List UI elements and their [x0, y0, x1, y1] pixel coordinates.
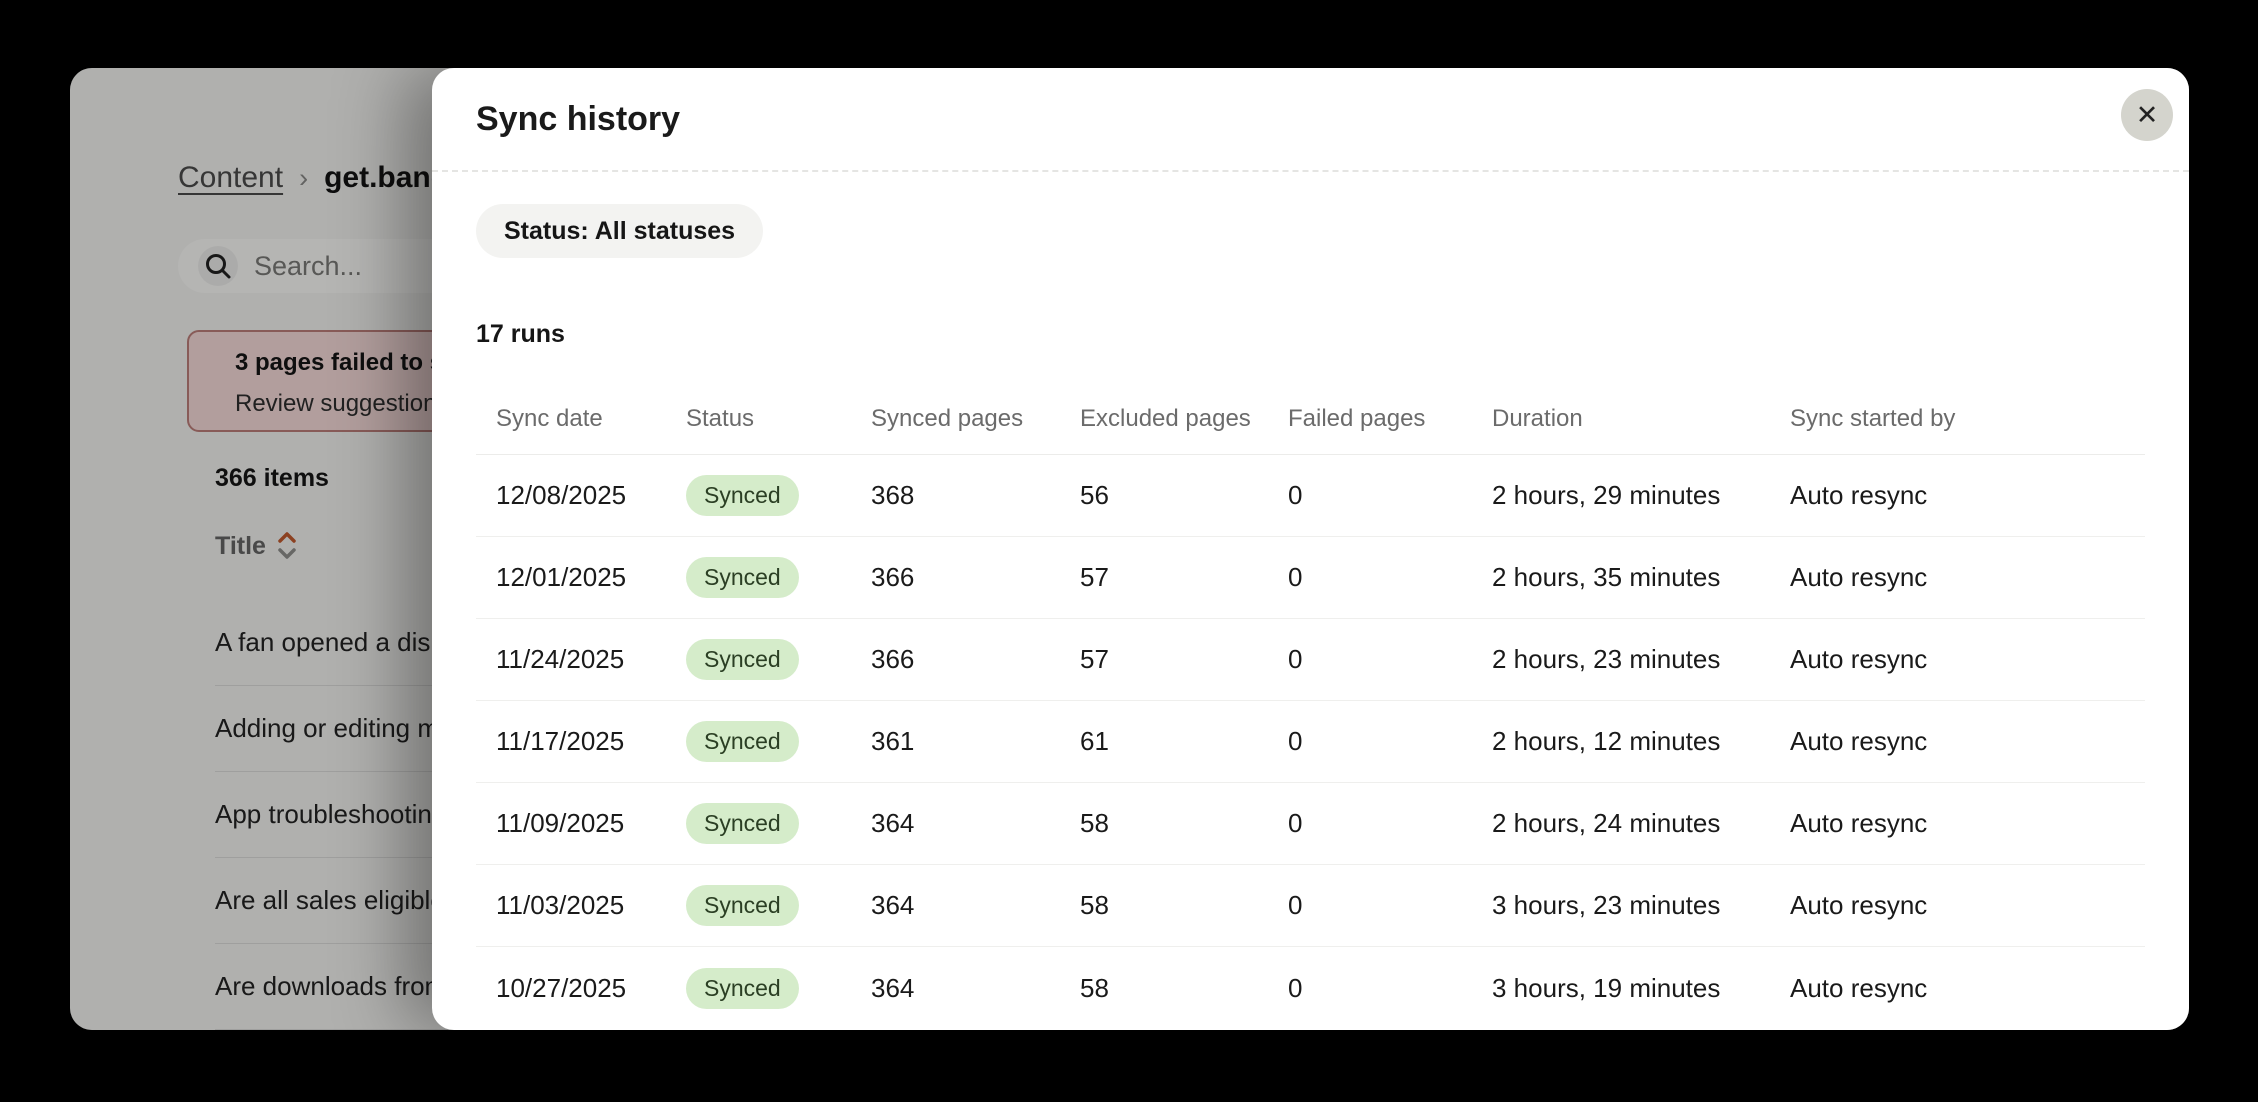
table-row: 11/17/2025 Synced 361 61 0 2 hours, 12 m… [476, 701, 2145, 783]
excluded-pages: 57 [1080, 644, 1109, 674]
duration: 3 hours, 23 minutes [1492, 890, 1721, 920]
breadcrumb-chevron-icon: › [299, 162, 309, 193]
synced-pages: 361 [871, 726, 915, 756]
status-badge: Synced [686, 721, 799, 762]
column-header: Excluded pages [1080, 405, 1251, 432]
failed-pages: 0 [1288, 726, 1303, 756]
excluded-pages: 58 [1080, 972, 1109, 1003]
sync-date: 12/08/2025 [496, 480, 627, 510]
synced-pages: 364 [871, 808, 915, 838]
failed-pages: 0 [1288, 890, 1303, 920]
table-row: 11/24/2025 Synced 366 57 0 2 hours, 23 m… [476, 619, 2145, 701]
table-row: 11/09/2025 Synced 364 58 0 2 hours, 24 m… [476, 783, 2145, 865]
sync-started-by: Auto resync [1790, 726, 1928, 756]
column-header: Duration [1492, 405, 1583, 432]
duration: 2 hours, 29 minutes [1492, 480, 1721, 510]
column-header: Sync date [496, 405, 603, 432]
breadcrumb-content-link[interactable]: Content [178, 161, 284, 194]
excluded-pages: 56 [1080, 480, 1109, 510]
title-column-label: Title [215, 531, 266, 560]
items-count: 366 items [215, 464, 329, 492]
synced-pages: 368 [871, 480, 915, 510]
failed-pages: 0 [1288, 808, 1303, 838]
excluded-pages: 58 [1080, 890, 1109, 920]
column-header: Status [686, 405, 755, 432]
sync-date: 11/09/2025 [496, 808, 625, 838]
modal-title: Sync history [476, 99, 681, 138]
table-header-row: Sync date Status Synced pages Excluded p… [476, 384, 2145, 455]
sync-started-by: Auto resync [1790, 562, 1928, 592]
sync-history-table: Sync date Status Synced pages Excluded p… [476, 384, 2145, 1029]
sync-started-by: Auto resync [1790, 644, 1928, 674]
sync-started-by: Auto resync [1790, 890, 1928, 920]
status-badge: Synced [686, 967, 799, 1009]
breadcrumb: Content › get.banc [178, 156, 447, 200]
column-header: Sync started by [1790, 405, 1956, 432]
table-row: 10/27/2025 Synced 364 58 0 3 hours, 19 m… [476, 947, 2145, 1029]
status-badge: Synced [686, 557, 799, 598]
failed-pages: 0 [1288, 644, 1303, 674]
sync-started-by: Auto resync [1790, 480, 1928, 510]
sync-date: 11/17/2025 [496, 726, 625, 756]
duration: 2 hours, 12 minutes [1492, 726, 1721, 756]
status-badge: Synced [686, 475, 799, 516]
failed-pages: 0 [1288, 562, 1303, 592]
sync-date: 12/01/2025 [496, 562, 627, 592]
sync-date: 10/27/2025 [496, 972, 627, 1003]
breadcrumb-current-page: get.banc [324, 161, 448, 194]
duration: 2 hours, 23 minutes [1492, 644, 1721, 674]
table-row: 12/08/2025 Synced 368 56 0 2 hours, 29 m… [476, 455, 2145, 537]
status-filter-chip[interactable]: Status: All statuses [476, 204, 764, 258]
close-icon: ✕ [2135, 99, 2159, 130]
status-badge: Synced [686, 803, 799, 844]
synced-pages: 364 [871, 890, 915, 920]
excluded-pages: 61 [1080, 726, 1109, 756]
runs-count: 17 runs [476, 320, 565, 348]
sync-date: 11/03/2025 [496, 890, 625, 920]
duration: 2 hours, 35 minutes [1492, 562, 1721, 592]
failed-pages: 0 [1288, 972, 1303, 1003]
synced-pages: 364 [871, 972, 915, 1003]
duration: 2 hours, 24 minutes [1492, 808, 1721, 838]
column-header: Failed pages [1288, 405, 1426, 432]
excluded-pages: 57 [1080, 562, 1109, 592]
search-icon [198, 246, 238, 286]
excluded-pages: 58 [1080, 808, 1109, 838]
sync-started-by: Auto resync [1790, 808, 1928, 838]
status-badge: Synced [686, 639, 799, 680]
sort-by-title-header[interactable]: Title [215, 530, 298, 562]
column-header: Synced pages [871, 405, 1024, 432]
sync-history-modal: Sync history ✕ Status: All statuses 17 r… [432, 68, 2189, 1030]
modal-header: Sync history ✕ [432, 68, 2189, 172]
sync-date: 11/24/2025 [496, 644, 625, 674]
synced-pages: 366 [871, 644, 915, 674]
failed-pages: 0 [1288, 480, 1303, 510]
close-button[interactable]: ✕ [2121, 89, 2173, 141]
table-row: 12/01/2025 Synced 366 57 0 2 hours, 35 m… [476, 537, 2145, 619]
table-row: 11/03/2025 Synced 364 58 0 3 hours, 23 m… [476, 865, 2145, 947]
status-badge: Synced [686, 885, 799, 926]
sort-chevrons-icon [276, 529, 298, 563]
sync-started-by: Auto resync [1790, 972, 1928, 1003]
synced-pages: 366 [871, 562, 915, 592]
duration: 3 hours, 19 minutes [1492, 972, 1721, 1003]
